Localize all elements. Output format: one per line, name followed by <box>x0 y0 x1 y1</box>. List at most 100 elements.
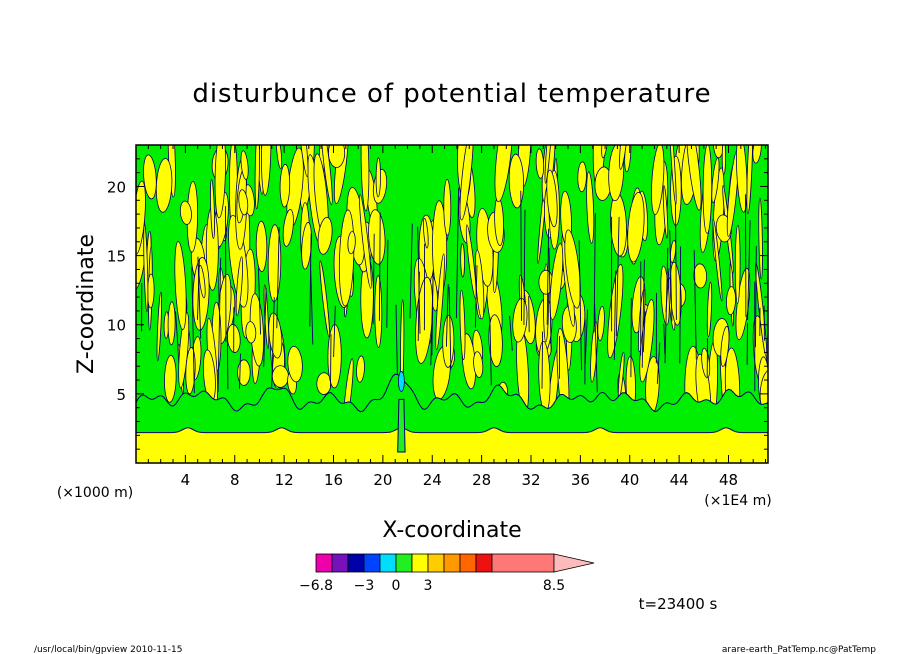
near-zero-patch <box>261 145 272 196</box>
colorbar-swatch <box>491 553 555 573</box>
contour-streak <box>239 353 241 389</box>
contour-streak <box>330 334 332 388</box>
near-zero-patch <box>240 150 249 180</box>
contour-streak <box>541 331 544 389</box>
near-zero-patch <box>143 154 157 200</box>
contour-streak <box>448 286 452 370</box>
contour-streak <box>509 315 513 351</box>
near-zero-patch <box>320 145 333 205</box>
time-label: t=23400 s <box>639 595 718 613</box>
near-zero-patch <box>586 171 595 244</box>
near-zero-patch <box>639 299 655 383</box>
footer-file: arare-earth_PatTemp.nc@PatTemp <box>722 645 876 654</box>
near-zero-patch <box>143 224 149 313</box>
contour-streak <box>520 190 522 321</box>
near-zero-patch <box>662 185 669 239</box>
x-tick-label: 20 <box>373 471 392 489</box>
x-tick-label: 16 <box>324 471 343 489</box>
contour-streak <box>642 311 646 353</box>
colorbar-label: −6.8 <box>299 578 333 594</box>
potential-temperature-field <box>136 145 768 463</box>
colorbar-swatch <box>379 553 397 573</box>
near-zero-patch <box>374 275 383 348</box>
y-tick-label: 5 <box>116 386 126 404</box>
near-zero-patch <box>254 145 260 210</box>
near-zero-patch <box>651 145 665 215</box>
contour-streak <box>197 258 200 320</box>
footer-command: /usr/local/bin/gpview 2010-11-15 <box>34 645 182 654</box>
contour-streak <box>276 226 280 329</box>
near-zero-streaks <box>136 145 768 440</box>
contour-streak <box>755 245 757 348</box>
x-axis: 4 8 12 16 20 24 28 32 36 40 44 48 <box>147 145 767 489</box>
colorbar-label: 3 <box>424 578 433 594</box>
near-zero-patch <box>465 224 477 299</box>
contour-streak <box>665 268 670 313</box>
near-zero-patch <box>706 281 713 338</box>
near-zero-patch <box>179 200 192 225</box>
contour-streak <box>548 247 552 352</box>
near-zero-patch <box>271 365 289 388</box>
near-zero-patch <box>702 145 713 234</box>
contour-streak <box>378 212 381 321</box>
contour-streak <box>593 213 596 333</box>
contour-streak <box>310 264 314 345</box>
near-zero-patch <box>198 264 206 299</box>
plume-stem <box>397 398 406 453</box>
contour-streak <box>309 233 312 327</box>
near-zero-patch <box>459 145 474 221</box>
near-zero-patch <box>734 224 741 304</box>
near-zero-patch <box>235 256 244 316</box>
surface-layer <box>136 427 768 463</box>
near-zero-patch <box>368 209 386 265</box>
near-zero-patch <box>686 145 702 211</box>
near-zero-patch <box>210 179 215 239</box>
plume-core <box>397 371 405 392</box>
near-zero-patch <box>473 351 484 378</box>
contour-streak <box>679 246 682 364</box>
contour-streak <box>489 317 492 386</box>
near-zero-patch <box>245 321 257 344</box>
near-zero-patch <box>279 163 291 208</box>
contour-streak <box>372 233 375 325</box>
near-zero-patch <box>156 291 162 362</box>
near-zero-patch <box>167 301 176 346</box>
x-tick-label: 8 <box>230 471 240 489</box>
colorbar-swatch <box>315 553 333 573</box>
near-zero-patch <box>597 305 605 342</box>
near-zero-patch <box>359 194 372 289</box>
near-zero-patch <box>164 354 177 403</box>
near-zero-patch <box>546 169 558 228</box>
contour-streak <box>474 265 478 328</box>
contour-streak <box>191 267 195 394</box>
near-zero-patch <box>228 214 249 308</box>
contour-streak <box>693 250 697 360</box>
near-zero-patch <box>494 145 514 203</box>
contour-streak <box>386 239 389 328</box>
contour-streak <box>455 187 460 319</box>
contour-streak <box>669 230 673 322</box>
contour-streak <box>263 287 267 367</box>
contour-streak <box>333 305 336 358</box>
near-zero-patch <box>721 145 727 175</box>
near-zero-patch <box>443 179 452 236</box>
x-axis-label: X-coordinate <box>382 518 521 543</box>
near-zero-patch <box>356 355 365 383</box>
near-zero-patch <box>287 345 303 383</box>
contour-streak <box>445 284 449 347</box>
near-zero-patch <box>460 243 465 278</box>
central-plume <box>397 371 406 453</box>
contour-streak <box>613 270 617 361</box>
near-zero-patch <box>319 260 330 338</box>
contour-streak <box>584 309 589 364</box>
chart-title: disturbunce of potential temperature <box>192 79 711 109</box>
contour-streak <box>641 259 645 368</box>
contour-streak <box>578 240 582 371</box>
contour-streak <box>225 206 227 343</box>
colorbar-swatch <box>411 553 429 573</box>
y-tick-label: 15 <box>107 248 126 266</box>
contour-streak <box>417 226 421 334</box>
near-zero-patch <box>136 180 146 255</box>
x-tick-label: 12 <box>275 471 294 489</box>
